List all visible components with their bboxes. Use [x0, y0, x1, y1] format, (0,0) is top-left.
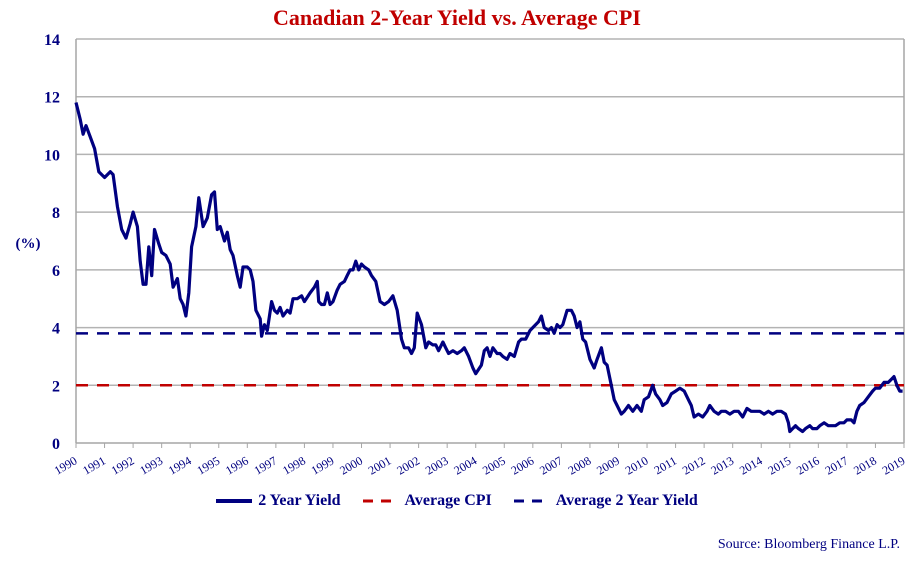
chart-canvas: 0 2 4 6 8 10 12 14 1990 1991 1992 1993 1994 1995 1996… [16, 32, 908, 478]
y-tick-label: 8 [52, 205, 60, 222]
x-tick-label: 2003 [423, 453, 451, 477]
y-tick-label: 0 [52, 436, 60, 453]
y-axis-label: (%) [16, 236, 41, 252]
legend-swatch-solid [216, 499, 253, 503]
x-tick-label: 2012 [680, 453, 708, 477]
y-tick-label: 12 [44, 90, 60, 107]
x-tick-label: 1997 [252, 453, 280, 477]
x-tick-label: 2017 [823, 453, 851, 477]
x-tick-label: 2001 [366, 453, 394, 477]
x-tick-label: 2007 [537, 453, 565, 477]
y-axis-ticks: 0 2 4 6 8 10 12 14 [44, 32, 60, 453]
x-tick-label: 1994 [166, 453, 194, 477]
x-tick-label: 2019 [880, 453, 908, 477]
chart-title: Canadian 2-Year Yield vs. Average CPI [273, 5, 641, 30]
x-tick-label: 2002 [394, 453, 422, 477]
x-tick-label: 2013 [708, 453, 736, 477]
legend: 2 Year Yield Average CPI Average 2 Year … [0, 492, 914, 510]
x-axis-ticks: 1990 1991 1992 1993 1994 1995 1996 1997 1998 1999… [52, 443, 908, 478]
x-tick-label: 2010 [623, 453, 651, 477]
legend-item-average-cpi: Average CPI [362, 492, 492, 510]
legend-item-2-year-yield: 2 Year Yield [216, 492, 341, 510]
x-tick-label: 2005 [480, 453, 508, 477]
legend-label: Average 2 Year Yield [555, 492, 698, 509]
legend-swatch-dashed-red [362, 499, 399, 503]
x-tick-label: 1999 [309, 453, 337, 477]
legend-label: Average CPI [404, 492, 492, 509]
x-tick-label: 2015 [766, 453, 794, 477]
x-tick-label: 2008 [566, 453, 594, 477]
x-tick-label: 2014 [737, 453, 765, 477]
x-tick-label: 1990 [52, 453, 80, 477]
legend-item-average-2-year-yield: Average 2 Year Yield [513, 492, 698, 510]
x-tick-label: 2000 [337, 453, 365, 477]
legend-swatch-dashed-blue [513, 499, 550, 503]
x-tick-label: 2018 [851, 453, 879, 477]
series-line-2-year-yield [74, 102, 903, 434]
x-tick-label: 1993 [137, 453, 165, 477]
source-note: Source: Bloomberg Finance L.P. [717, 537, 900, 552]
legend-label: 2 Year Yield [258, 492, 341, 509]
x-tick-label: 1995 [194, 453, 222, 477]
y-tick-label: 2 [52, 378, 60, 395]
x-tick-label: 2009 [594, 453, 622, 477]
x-tick-label: 2006 [509, 453, 537, 477]
x-tick-label: 1991 [80, 453, 108, 477]
x-tick-label: 2016 [794, 453, 822, 477]
x-tick-label: 1998 [280, 453, 308, 477]
y-tick-label: 4 [52, 321, 60, 338]
x-tick-label: 1992 [109, 453, 137, 477]
axes [75, 39, 905, 444]
x-tick-label: 2011 [652, 453, 679, 477]
y-tick-label: 14 [44, 32, 60, 49]
x-tick-label: 1996 [223, 453, 251, 477]
x-tick-label: 2004 [451, 453, 479, 477]
series-layer [74, 102, 903, 434]
y-tick-label: 10 [44, 147, 60, 164]
reference-lines [76, 332, 904, 387]
y-tick-label: 6 [52, 263, 60, 280]
